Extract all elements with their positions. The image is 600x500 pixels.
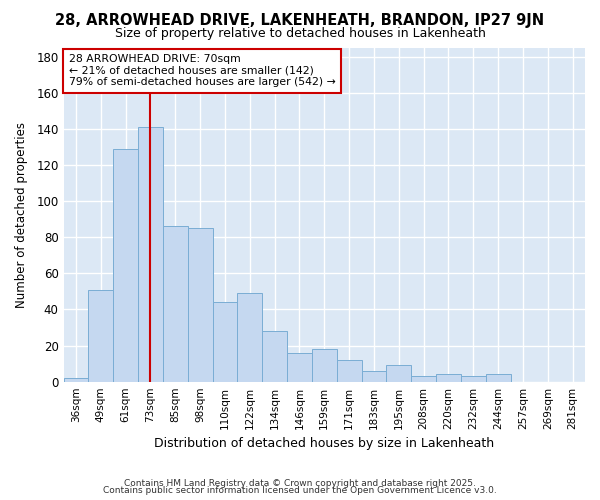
Bar	[485, 374, 511, 382]
Bar	[461, 376, 485, 382]
Bar	[138, 127, 163, 382]
Bar	[287, 353, 312, 382]
Bar	[64, 378, 88, 382]
Text: Contains HM Land Registry data © Crown copyright and database right 2025.: Contains HM Land Registry data © Crown c…	[124, 478, 476, 488]
Bar	[362, 371, 386, 382]
Bar	[386, 366, 411, 382]
Bar	[88, 290, 113, 382]
Bar	[212, 302, 238, 382]
X-axis label: Distribution of detached houses by size in Lakenheath: Distribution of detached houses by size …	[154, 437, 494, 450]
Bar	[312, 349, 337, 382]
Bar	[337, 360, 362, 382]
Text: Contains public sector information licensed under the Open Government Licence v3: Contains public sector information licen…	[103, 486, 497, 495]
Text: 28, ARROWHEAD DRIVE, LAKENHEATH, BRANDON, IP27 9JN: 28, ARROWHEAD DRIVE, LAKENHEATH, BRANDON…	[55, 12, 545, 28]
Bar	[262, 331, 287, 382]
Text: Size of property relative to detached houses in Lakenheath: Size of property relative to detached ho…	[115, 28, 485, 40]
Bar	[238, 293, 262, 382]
Y-axis label: Number of detached properties: Number of detached properties	[15, 122, 28, 308]
Bar	[113, 148, 138, 382]
Bar	[163, 226, 188, 382]
Bar	[411, 376, 436, 382]
Bar	[188, 228, 212, 382]
Bar	[436, 374, 461, 382]
Text: 28 ARROWHEAD DRIVE: 70sqm
← 21% of detached houses are smaller (142)
79% of semi: 28 ARROWHEAD DRIVE: 70sqm ← 21% of detac…	[69, 54, 335, 88]
